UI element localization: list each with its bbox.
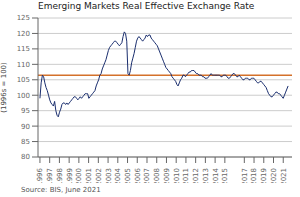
svg-text:1998: 1998	[56, 168, 64, 183]
svg-text:90: 90	[21, 123, 30, 131]
html-text:Emerging Markets Real Effectiv: Emerging Markets Real Effective Exchange…	[38, 1, 255, 11]
svg-text:105: 105	[17, 76, 30, 84]
svg-text:95: 95	[21, 107, 30, 115]
svg-text:2011: 2011	[182, 168, 190, 183]
svg-text:2012: 2012	[192, 168, 200, 183]
svg-text:2017: 2017	[241, 168, 249, 183]
svg-text:115: 115	[17, 45, 30, 53]
svg-text:80: 80	[21, 153, 30, 161]
svg-text:2013: 2013	[202, 168, 210, 183]
svg-text:2019: 2019	[260, 168, 268, 183]
svg-text:85: 85	[21, 138, 30, 146]
svg-text:2020: 2020	[270, 168, 278, 183]
svg-text:1996: 1996	[36, 167, 44, 183]
svg-text:2003: 2003	[105, 168, 113, 183]
html-text:Source: BIS, June 2021: Source: BIS, June 2021	[21, 186, 101, 194]
svg-text:2021: 2021	[280, 168, 288, 183]
svg-text:125: 125	[17, 14, 30, 22]
svg-text:2010: 2010	[173, 168, 181, 183]
svg-text:2004: 2004	[114, 167, 122, 183]
svg-text:110: 110	[17, 61, 30, 69]
svg-text:2018: 2018	[250, 168, 258, 183]
svg-text:2009: 2009	[163, 168, 171, 183]
svg-text:2002: 2002	[95, 168, 103, 183]
svg-text:(1996s = 100): (1996s = 100)	[8, 62, 9, 113]
svg-text:120: 120	[17, 30, 30, 38]
svg-text:2001: 2001	[85, 168, 93, 183]
svg-text:1997: 1997	[46, 168, 54, 183]
svg-text:2006: 2006	[134, 167, 142, 183]
svg-text:2014: 2014	[212, 167, 220, 183]
svg-text:100: 100	[17, 92, 30, 100]
svg-text:2015: 2015	[221, 168, 229, 183]
svg-text:2008: 2008	[153, 168, 161, 183]
svg-text:2000: 2000	[75, 168, 83, 183]
svg-text:2005: 2005	[124, 168, 132, 183]
svg-text:2007: 2007	[143, 168, 151, 183]
svg-text:1999: 1999	[66, 168, 74, 183]
